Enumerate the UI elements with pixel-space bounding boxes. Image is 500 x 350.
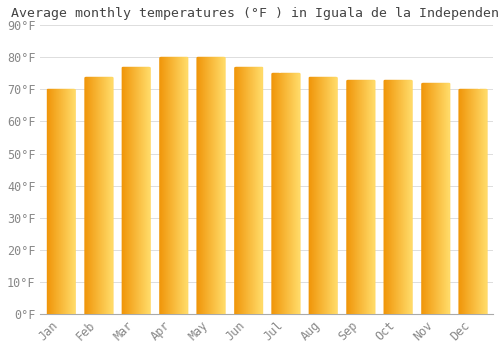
Title: Average monthly temperatures (°F ) in Iguala de la Independencia: Average monthly temperatures (°F ) in Ig… [10, 7, 500, 20]
